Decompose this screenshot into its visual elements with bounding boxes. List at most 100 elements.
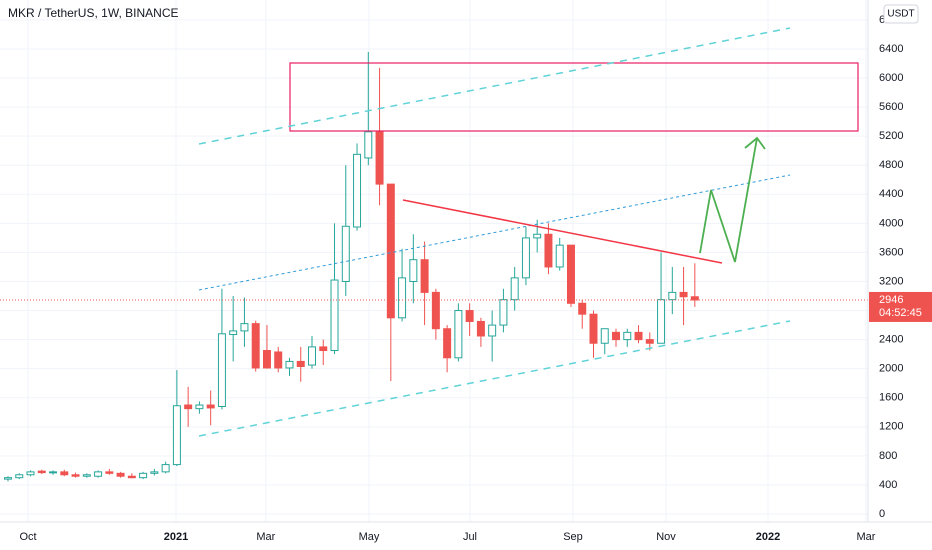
candle-body [488, 324, 497, 337]
candle-body [251, 323, 260, 369]
candle-body [409, 259, 418, 282]
candle-body [26, 471, 35, 476]
y-tick-label: 3200 [879, 275, 903, 287]
currency-label[interactable]: USDT [887, 9, 914, 20]
x-tick-label: Mar [256, 531, 275, 543]
candle-body [398, 277, 407, 319]
x-tick-label: Jul [463, 531, 477, 543]
candle-body [645, 339, 654, 344]
candle-body [521, 237, 530, 279]
candle-body [127, 475, 136, 479]
candle-body [240, 323, 249, 332]
candle-body [139, 472, 148, 479]
x-tick-label: Sep [563, 531, 583, 543]
y-tick-label: 0 [879, 508, 885, 520]
x-tick-label: 2022 [756, 531, 780, 543]
candle-body [4, 477, 12, 480]
arrow-head [744, 136, 766, 150]
candle-body [341, 225, 350, 282]
candle-body [386, 183, 395, 319]
candle-body [623, 331, 632, 341]
candle-body [431, 291, 440, 330]
candle-body [15, 474, 24, 479]
grid [0, 0, 868, 522]
x-tick-label: Mar [856, 531, 875, 543]
candle-body [308, 346, 316, 366]
y-tick-label: 400 [879, 479, 897, 491]
y-tick-label: 5200 [879, 130, 903, 142]
candle-body [476, 320, 485, 337]
candles [4, 51, 699, 482]
y-tick-label: 6000 [879, 72, 903, 84]
y-tick-label: 2400 [879, 334, 903, 346]
channel-lower [198, 320, 791, 437]
chart-title: MKR / TetherUS, 1W, BINANCE [8, 6, 179, 20]
candle-body [657, 299, 666, 344]
candle-body [634, 331, 643, 341]
y-tick-label: 3600 [879, 246, 903, 258]
candle-body [161, 464, 170, 473]
candle-body [589, 313, 598, 344]
trend-line [402, 199, 723, 264]
candle-body [217, 333, 226, 407]
y-tick-label: 4800 [879, 159, 903, 171]
y-tick-label: 6400 [879, 43, 903, 55]
candle-body [150, 471, 159, 474]
candle-body [454, 310, 463, 359]
candle-body [330, 279, 339, 352]
resistance-zone [289, 62, 859, 132]
candle-body [600, 328, 609, 344]
candle-body [94, 471, 103, 477]
countdown-label: 04:52:45 [879, 307, 922, 319]
x-tick-label: 2021 [164, 531, 188, 543]
channel-middle [198, 174, 791, 291]
candle-body [578, 302, 587, 315]
candle-body [262, 350, 271, 369]
axes: 0400800120016002000240028003200360040004… [19, 14, 932, 543]
candle-body [533, 233, 542, 239]
y-tick-label: 800 [879, 450, 897, 462]
candle-body [465, 310, 474, 322]
candle-body [274, 351, 283, 369]
y-tick-label: 1600 [879, 392, 903, 404]
candle-body [296, 360, 305, 368]
x-tick-label: May [359, 531, 380, 543]
candle-body [285, 360, 294, 369]
candle-body [195, 404, 204, 410]
candle-body [229, 330, 238, 336]
candle-body [499, 299, 508, 326]
y-tick-label: 4000 [879, 217, 903, 229]
candle-body [612, 331, 621, 341]
candle-body [375, 131, 384, 185]
candle-body [566, 244, 575, 304]
candle-body [690, 296, 699, 301]
candle-body [544, 233, 553, 268]
candle-body [71, 474, 80, 477]
candle-body [49, 471, 58, 474]
candle-body [184, 404, 193, 410]
candle-body [116, 472, 125, 477]
candle-body [510, 277, 519, 301]
candle-body [206, 404, 215, 409]
candle-body [172, 405, 181, 466]
candle-body [105, 471, 114, 474]
candle-body [679, 291, 688, 298]
x-tick-label: Oct [19, 531, 36, 543]
last-price-label: 2946 [879, 294, 903, 306]
y-tick-label: 1200 [879, 421, 903, 433]
y-tick-label: 5600 [879, 101, 903, 113]
x-tick-label: Nov [656, 531, 676, 543]
candle-body [443, 328, 452, 359]
candle-body [37, 470, 46, 474]
candle-body [668, 291, 677, 301]
candle-body [364, 131, 373, 159]
candle-body [60, 471, 69, 476]
y-tick-label: 4400 [879, 188, 903, 200]
currency-button[interactable] [883, 4, 919, 24]
candle-body [555, 244, 564, 268]
candle-body [82, 474, 91, 477]
drawings [198, 27, 859, 437]
y-tick-label: 2000 [879, 363, 903, 375]
